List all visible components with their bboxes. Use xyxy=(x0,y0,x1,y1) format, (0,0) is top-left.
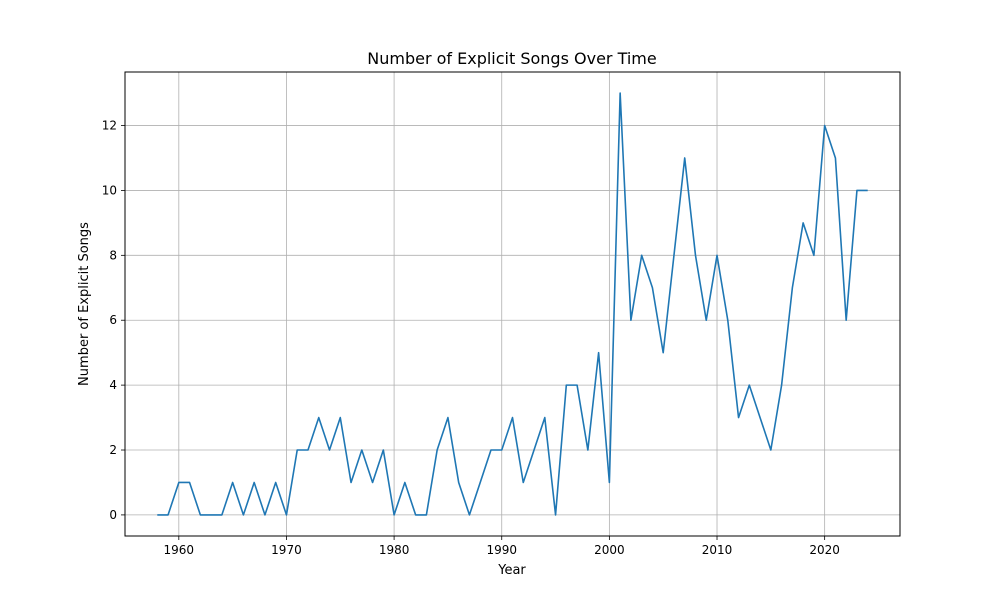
series-layer xyxy=(157,92,868,516)
y-tick-label: 0 xyxy=(109,508,117,522)
x-tick-label: 1960 xyxy=(164,543,195,557)
grid xyxy=(125,72,900,536)
y-axis-label: Number of Explicit Songs xyxy=(77,222,92,386)
y-tick-label: 10 xyxy=(102,183,117,197)
x-axis-label: Year xyxy=(497,563,526,578)
axes-frame xyxy=(124,71,901,537)
y-tick-label: 4 xyxy=(109,378,117,392)
series-line xyxy=(157,92,868,516)
chart-title: Number of Explicit Songs Over Time xyxy=(367,49,656,68)
ticks: 1960 1970 1980 1990 2000 2010 2020 0 2 4 6 8 10 12 xyxy=(102,119,840,557)
y-tick-label: 12 xyxy=(102,119,117,133)
x-tick-label: 2000 xyxy=(594,543,625,557)
y-tick-label: 6 xyxy=(109,313,117,327)
x-tick-label: 2020 xyxy=(809,543,840,557)
x-tick-label: 1990 xyxy=(486,543,517,557)
x-tick-label: 2010 xyxy=(702,543,733,557)
y-tick-label: 8 xyxy=(109,248,117,262)
y-tick-label: 2 xyxy=(109,443,117,457)
x-tick-label: 1970 xyxy=(271,543,302,557)
x-tick-label: 1980 xyxy=(379,543,410,557)
